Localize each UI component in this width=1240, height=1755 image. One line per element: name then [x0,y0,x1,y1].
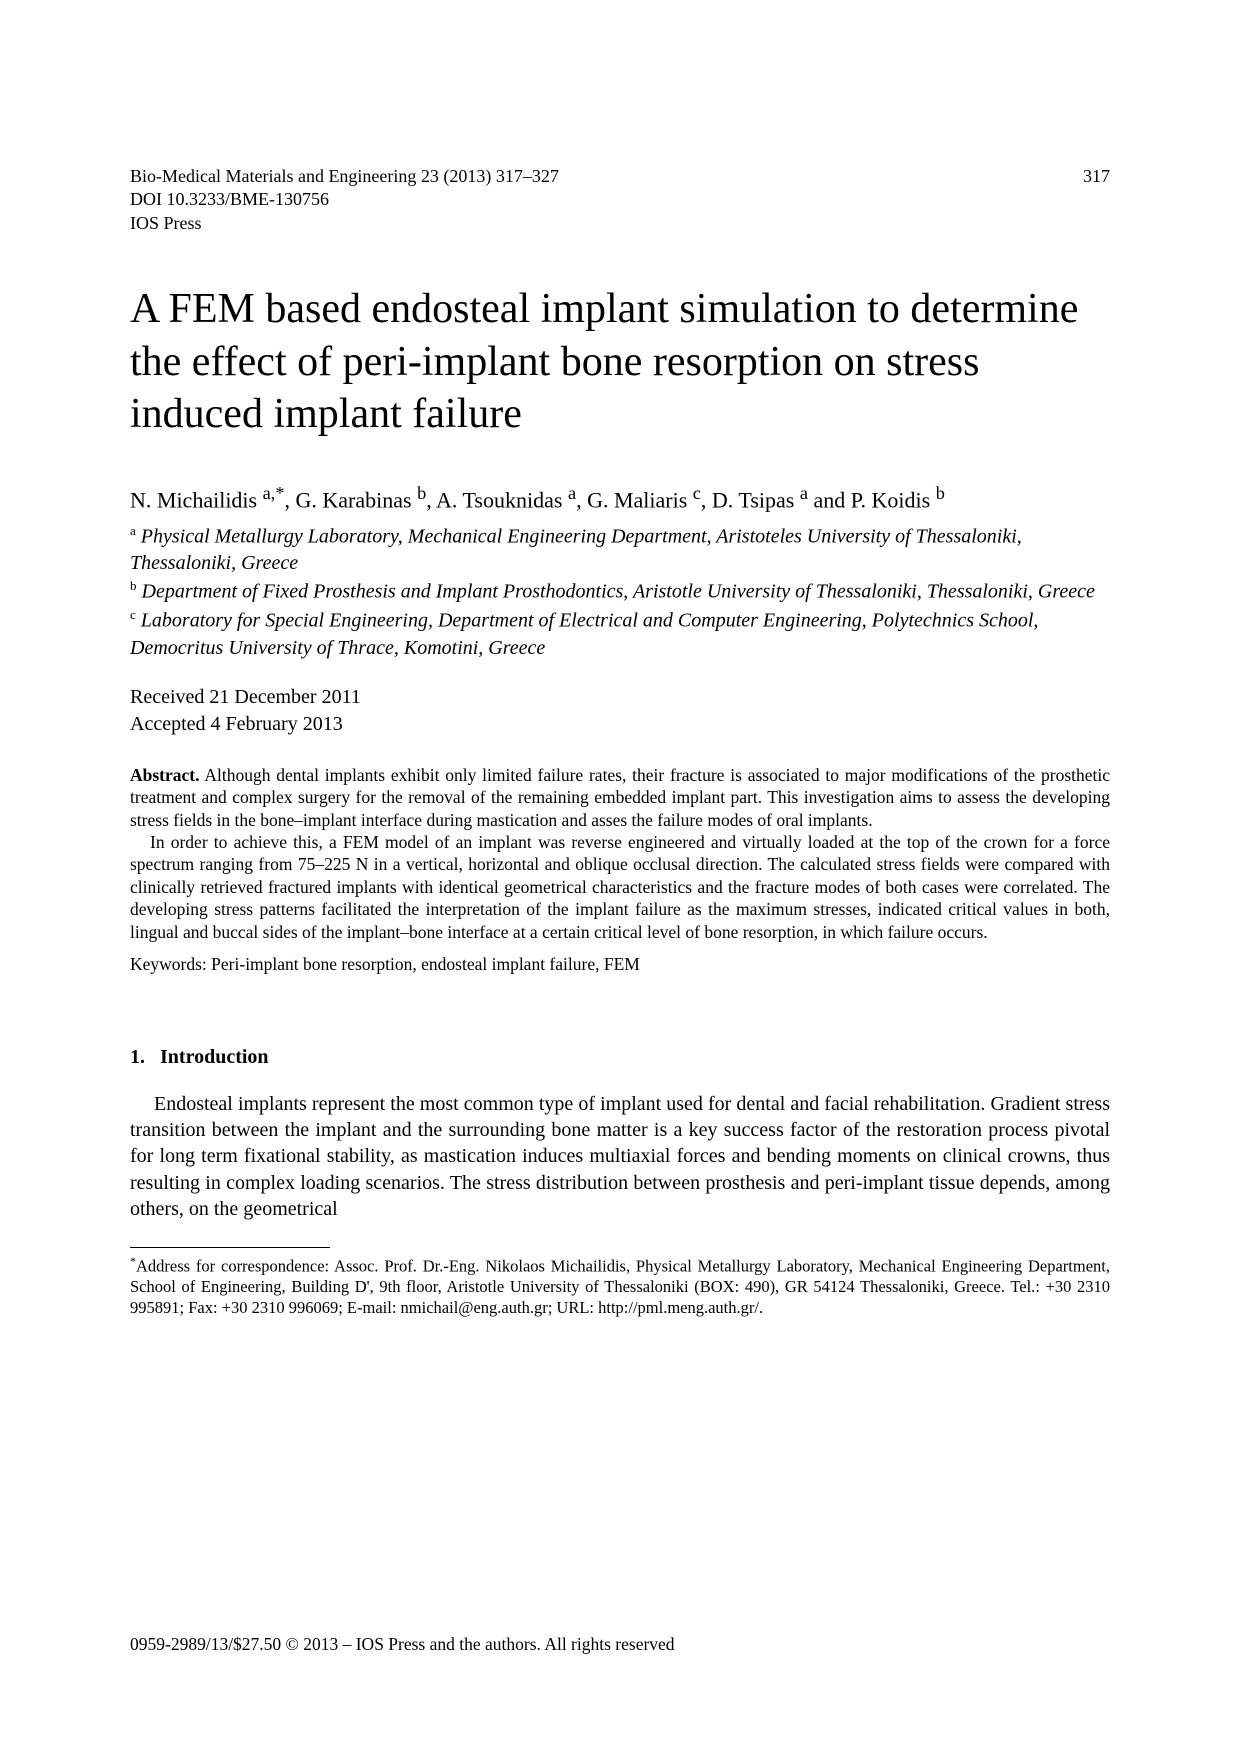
affiliation-sup: c [130,607,136,622]
header-left: Bio-Medical Materials and Engineering 23… [130,165,559,235]
section-number: 1. [130,1046,145,1068]
correspondence-footnote: *Address for correspondence: Assoc. Prof… [130,1254,1110,1319]
affiliations: a Physical Metallurgy Laboratory, Mechan… [130,522,1110,662]
affiliation-text: Laboratory for Special Engineering, Depa… [130,610,1038,659]
accepted-date: Accepted 4 February 2013 [130,711,1110,738]
abstract-para-1: Abstract. Although dental implants exhib… [130,764,1110,831]
footnote-text: Address for correspondence: Assoc. Prof.… [130,1256,1110,1317]
received-date: Received 21 December 2011 [130,684,1110,711]
copyright-footer: 0959-2989/13/$27.50 © 2013 – IOS Press a… [130,1634,675,1655]
affiliation-sup: a [130,523,136,538]
doi-line: DOI 10.3233/BME-130756 [130,188,559,211]
affiliation-sup: b [130,578,137,593]
keywords-text: Peri-implant bone resorption, endosteal … [211,954,640,974]
page: Bio-Medical Materials and Engineering 23… [0,0,1240,1755]
running-header: Bio-Medical Materials and Engineering 23… [130,165,1110,235]
section-heading: 1. Introduction [130,1046,1110,1069]
publisher-line: IOS Press [130,212,559,235]
abstract-label: Abstract. [130,765,200,785]
body-para-1: Endosteal implants represent the most co… [130,1091,1110,1223]
keywords-label: Keywords: [130,954,211,974]
abstract-para-2: In order to achieve this, a FEM model of… [130,831,1110,943]
page-number: 317 [1083,165,1110,235]
abstract: Abstract. Although dental implants exhib… [130,764,1110,943]
affiliation-c: c Laboratory for Special Engineering, De… [130,606,1110,662]
abstract-text-1: Although dental implants exhibit only li… [130,765,1110,830]
journal-line: Bio-Medical Materials and Engineering 23… [130,165,559,188]
authors-line: N. Michailidis a,*, G. Karabinas b, A. T… [130,481,1110,516]
affiliation-a: a Physical Metallurgy Laboratory, Mechan… [130,522,1110,578]
body-text: Endosteal implants represent the most co… [130,1091,1110,1223]
affiliation-b: b Department of Fixed Prosthesis and Imp… [130,577,1110,606]
affiliation-text: Physical Metallurgy Laboratory, Mechanic… [130,525,1022,574]
dates-block: Received 21 December 2011 Accepted 4 Feb… [130,684,1110,738]
article-title: A FEM based endosteal implant simulation… [130,283,1110,441]
section-title: Introduction [160,1046,269,1068]
footnote-rule [130,1247,330,1248]
keywords-line: Keywords: Peri-implant bone resorption, … [130,953,1110,976]
affiliation-text: Department of Fixed Prosthesis and Impla… [142,581,1095,603]
